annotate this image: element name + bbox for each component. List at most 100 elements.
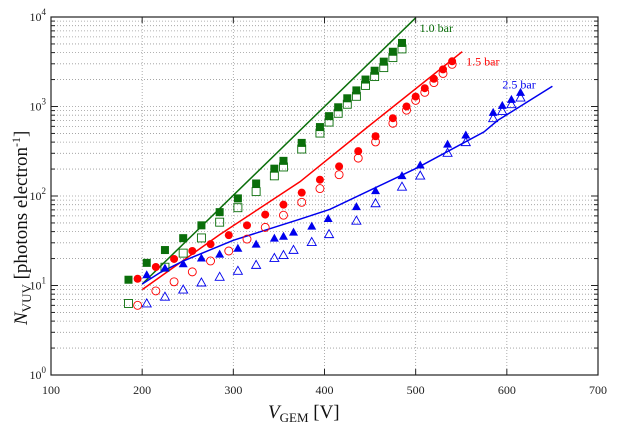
point-open-1-5-bar <box>260 222 270 232</box>
point-filled-1-5-bar <box>388 114 397 123</box>
point-open-1-0-bar <box>233 203 243 213</box>
point-filled-2-5-bar <box>160 263 170 272</box>
ticks <box>50 17 599 375</box>
point-open-2-5-bar <box>323 228 335 239</box>
y-tick-label: 100 <box>30 365 47 382</box>
point-open-2-5-bar <box>515 92 526 102</box>
curve-label-1-0-bar: 1.0 bar <box>420 21 453 35</box>
point-filled-1-0-bar <box>215 208 224 217</box>
point-filled-2-5-bar <box>488 107 498 116</box>
point-filled-1-5-bar <box>133 274 142 283</box>
point-open-2-5-bar <box>414 170 426 180</box>
x-tick-label: 700 <box>589 383 607 397</box>
point-open-1-5-bar <box>187 267 197 277</box>
point-open-2-5-bar <box>159 291 171 301</box>
point-filled-1-0-bar <box>352 86 361 95</box>
point-open-1-5-bar <box>206 256 215 266</box>
point-filled-1-0-bar <box>297 138 306 147</box>
point-open-1-5-bar <box>169 277 179 287</box>
point-filled-1-0-bar <box>334 103 343 112</box>
curve-label-2-5-bar: 2.5 bar <box>502 77 535 91</box>
point-filled-1-0-bar <box>397 38 406 47</box>
point-filled-1-0-bar <box>142 258 151 267</box>
point-filled-1-0-bar <box>315 123 324 132</box>
point-filled-2-5-bar <box>371 186 381 195</box>
point-filled-1-5-bar <box>402 102 411 111</box>
y-tick-label: 103 <box>30 97 47 114</box>
point-filled-2-5-bar <box>178 259 188 268</box>
curve-2-5-bar <box>141 85 553 285</box>
point-open-2-5-bar <box>278 249 289 259</box>
x-axis-label: VGEM [V] <box>268 402 340 425</box>
point-open-2-5-bar <box>442 147 453 157</box>
point-filled-2-5-bar <box>516 87 526 96</box>
point-filled-2-5-bar <box>397 171 407 180</box>
point-open-1-0-bar <box>196 233 206 243</box>
point-filled-1-0-bar <box>179 234 188 243</box>
point-filled-1-5-bar <box>188 246 197 255</box>
point-open-1-0-bar <box>269 171 279 181</box>
curve-1-0-bar <box>141 17 417 285</box>
point-filled-1-5-bar <box>448 57 457 66</box>
point-open-1-5-bar <box>279 210 288 220</box>
point-filled-1-5-bar <box>429 74 438 83</box>
point-filled-1-5-bar <box>335 162 344 171</box>
point-filled-1-0-bar <box>270 164 279 173</box>
point-filled-1-5-bar <box>261 210 270 219</box>
point-open-2-5-bar <box>306 236 318 246</box>
point-open-2-5-bar <box>250 259 262 269</box>
y-axis-label: NVUV [photons electron-1] <box>9 131 34 326</box>
point-open-2-5-bar <box>196 277 207 287</box>
point-filled-2-5-bar <box>269 233 279 242</box>
y-tick-labels: 100 101 102 103 104 <box>30 7 47 382</box>
x-tick-label: 400 <box>316 383 334 397</box>
point-filled-1-5-bar <box>279 200 288 209</box>
point-open-2-5-bar <box>141 298 152 308</box>
point-filled-1-0-bar <box>197 221 206 230</box>
point-open-2-5-bar <box>497 105 508 115</box>
x-tick-label: 100 <box>42 383 60 397</box>
x-tick-labels: 100 200 300 400 500 600 700 <box>42 383 607 397</box>
point-filled-1-5-bar <box>354 147 363 156</box>
point-filled-2-5-bar <box>497 100 507 109</box>
point-filled-1-0-bar <box>252 179 261 188</box>
point-filled-1-5-bar <box>224 231 233 240</box>
x-tick-label: 600 <box>498 383 516 397</box>
point-filled-1-0-bar <box>343 94 352 103</box>
point-open-2-5-bar <box>370 197 381 208</box>
point-open-2-5-bar <box>506 98 517 109</box>
point-open-1-5-bar <box>297 197 307 207</box>
x-tick-label: 500 <box>407 383 425 397</box>
point-filled-2-5-bar <box>196 253 206 262</box>
point-open-2-5-bar <box>396 181 408 191</box>
point-filled-1-5-bar <box>151 262 160 271</box>
x-tick-label: 300 <box>224 383 242 397</box>
point-open-2-5-bar <box>460 136 472 147</box>
point-filled-1-5-bar <box>170 254 179 263</box>
point-filled-2-5-bar <box>278 231 288 240</box>
point-filled-1-5-bar <box>206 240 215 249</box>
point-open-2-5-bar <box>214 271 225 281</box>
point-filled-2-5-bar <box>461 130 471 139</box>
point-open-1-5-bar <box>315 184 325 194</box>
point-open-1-0-bar <box>178 248 188 258</box>
point-open-1-0-bar <box>124 299 133 308</box>
point-filled-2-5-bar <box>323 214 333 223</box>
point-filled-2-5-bar <box>289 227 299 236</box>
point-open-2-5-bar <box>232 265 244 275</box>
x-tick-label: 200 <box>133 383 151 397</box>
point-open-1-5-bar <box>224 246 234 256</box>
point-filled-2-5-bar <box>443 139 453 148</box>
point-filled-1-0-bar <box>124 275 133 284</box>
point-open-2-5-bar <box>177 284 189 294</box>
point-filled-2-5-bar <box>307 221 317 230</box>
grid <box>51 17 598 375</box>
point-filled-2-5-bar <box>233 243 243 252</box>
point-filled-1-0-bar <box>279 156 288 165</box>
point-filled-2-5-bar <box>415 160 425 169</box>
y-tick-label: 104 <box>30 7 47 24</box>
point-filled-1-0-bar <box>361 75 370 84</box>
point-open-1-0-bar <box>215 217 225 227</box>
